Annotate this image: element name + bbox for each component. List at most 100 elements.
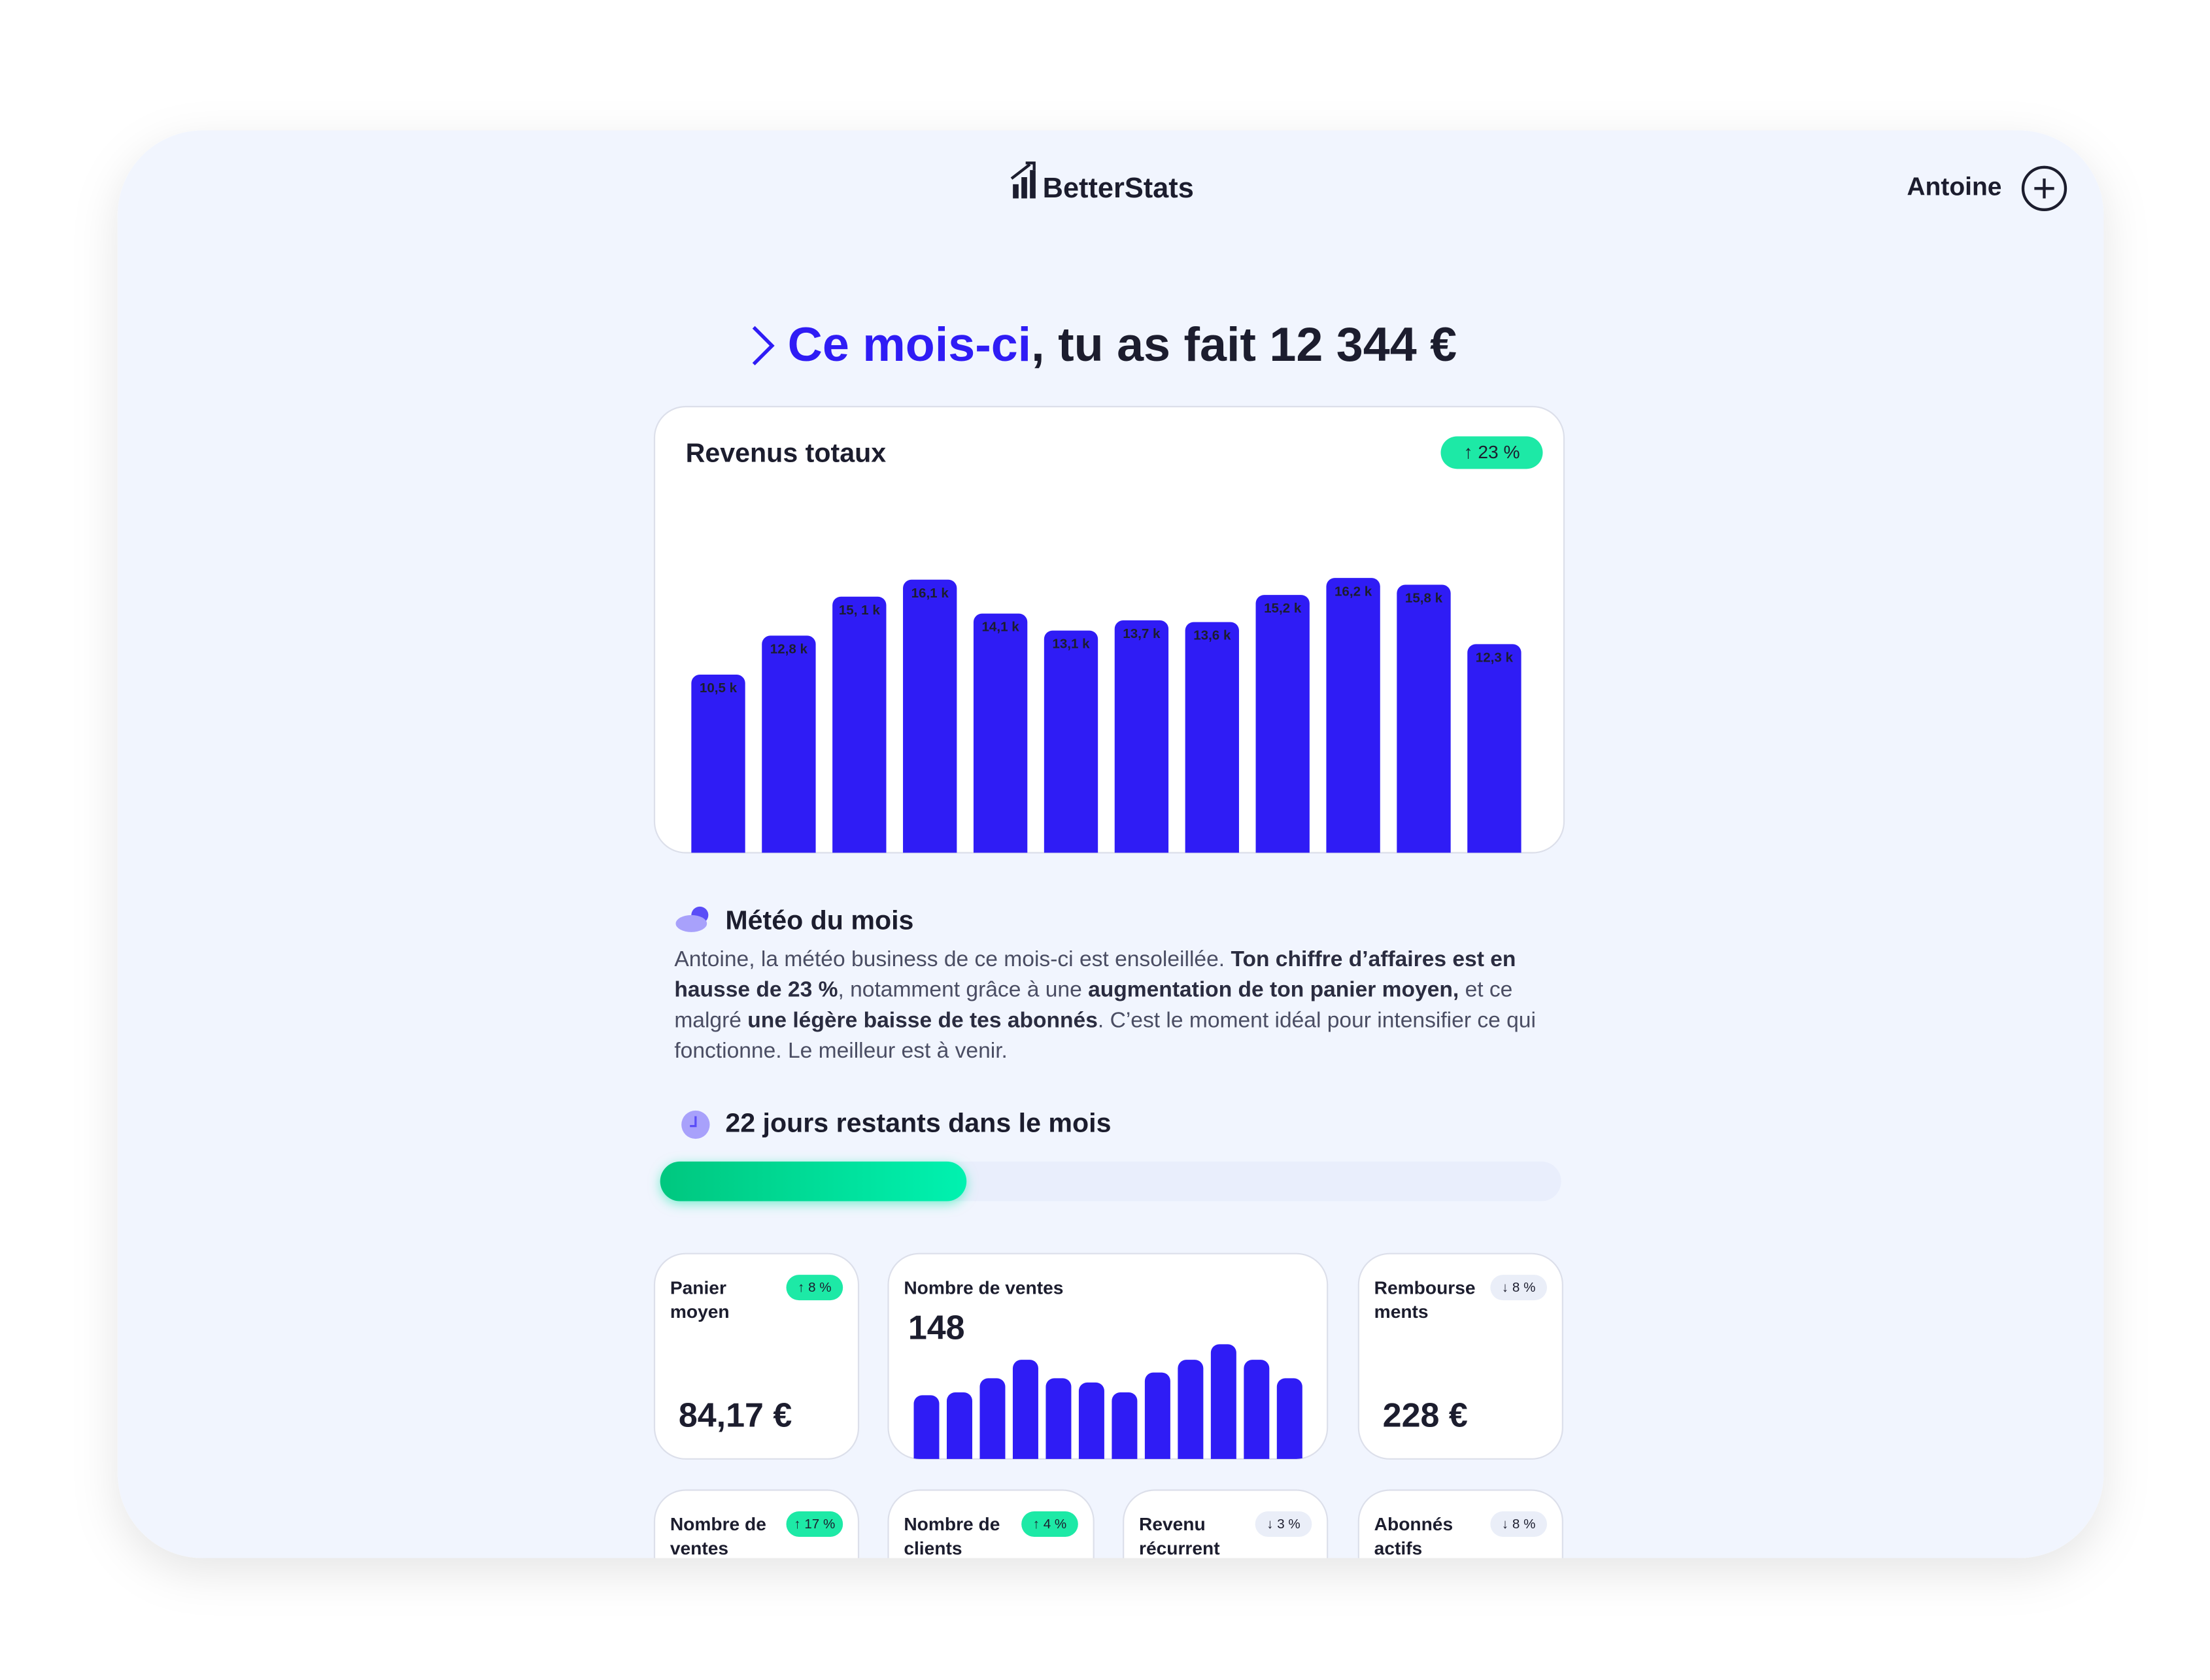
badge [1440, 436, 1543, 469]
badge-text: ↑ 23 % [1463, 442, 1520, 462]
bar-label: 16,2 k [1334, 584, 1372, 599]
bar [1185, 622, 1239, 853]
text: . C’est le moment idéal pour intensifier… [1098, 1008, 1536, 1032]
bar [1276, 1378, 1302, 1459]
kpi-card[interactable]: Panier moyen ↑ 8 % 84,17 € [653, 1252, 860, 1460]
bar [946, 1392, 972, 1459]
card-title: Revenus totaux [686, 438, 887, 468]
bar [1144, 1372, 1170, 1459]
bar-label: 14,1 k [981, 620, 1019, 635]
headline: Ce mois-ci, tu as fait 12 344 € [788, 318, 1457, 372]
bar [1397, 584, 1451, 853]
bar [913, 1395, 940, 1459]
kpi-card[interactable]: Rembourse ments ↓ 8 % 228 € [1357, 1252, 1563, 1460]
chevron [752, 326, 775, 365]
paragraph-line: fonctionne. Le meilleur est à venir. [674, 1039, 1008, 1063]
weather-icon [675, 906, 709, 932]
kpi-card[interactable]: Nombre de ventes ↑ 17 % [653, 1489, 860, 1646]
bar [1078, 1382, 1104, 1459]
kpi-label: Nombre de [904, 1514, 1000, 1534]
kpi-label: Abonnés [1374, 1514, 1453, 1534]
bar [979, 1378, 1006, 1459]
text: et ce [1459, 978, 1512, 1002]
bar [1044, 630, 1098, 853]
text: fonctionne. Le meilleur est à venir. [674, 1039, 1008, 1063]
text: Antoine, la météo business de ce mois-ci… [674, 947, 1231, 971]
kpi-label: Nombre de ventes [904, 1277, 1063, 1298]
days-label: 22 jours restants dans le mois [725, 1107, 1111, 1137]
bar-label: 12,3 k [1476, 650, 1514, 665]
paragraph-line: Antoine, la météo business de ce mois-ci… [674, 947, 1516, 971]
kpi-value: 228 € [1383, 1397, 1468, 1435]
add-button[interactable] [2021, 165, 2067, 211]
bar [1114, 620, 1169, 853]
bar-label: 13,7 k [1123, 626, 1161, 641]
bar [973, 613, 1028, 853]
paragraph-line: malgré une légère baisse de tes abonnés.… [674, 1008, 1536, 1032]
kpi-card-bg [653, 1252, 860, 1460]
kpi-badge [1490, 1275, 1547, 1301]
kpi-label: Panier [670, 1277, 726, 1298]
kpi-label: Rembourse [1374, 1277, 1476, 1298]
kpi-label: Revenu [1139, 1514, 1206, 1534]
kpi-badge [786, 1511, 843, 1537]
kpi-badge-text: ↑ 17 % [794, 1517, 835, 1532]
bold-text: une légère baisse de tes abonnés [747, 1008, 1098, 1032]
kpi-card[interactable]: Abonnés actifs ↓ 8 % [1357, 1489, 1563, 1646]
kpi-label: ments [1374, 1302, 1429, 1322]
bar [1255, 595, 1310, 853]
bold-text: hausse de 23 % [674, 978, 838, 1002]
kpi-label: ventes [670, 1538, 728, 1558]
bar-label: 15, 1 k [839, 603, 880, 618]
bar [1326, 578, 1380, 853]
bar [832, 596, 887, 853]
kpi-label: clients [904, 1538, 962, 1558]
kpi-badge-text: ↑ 4 % [1033, 1517, 1066, 1532]
section-title: Météo du mois [725, 905, 913, 935]
bar-label: 15,8 k [1405, 591, 1443, 606]
kpi-badge [1255, 1511, 1312, 1537]
logo-icon [1010, 161, 1036, 199]
kpi-badge [786, 1275, 843, 1301]
kpi-value: 148 [908, 1309, 965, 1347]
kpi-badge-text: ↓ 8 % [1502, 1517, 1535, 1532]
bold-text: augmentation de ton panier moyen, [1088, 978, 1459, 1002]
bar [691, 675, 745, 853]
weather-text: Antoine, la météo business de ce mois-ci… [674, 947, 1536, 1063]
bar [1012, 1360, 1038, 1459]
kpi-badge-text: ↑ 8 % [798, 1280, 831, 1295]
kpi-label: moyen [670, 1302, 730, 1322]
app: BetterStats Antoine Ce mois-ci, tu as fa… [653, 161, 2067, 1646]
bar [903, 579, 957, 853]
kpi-label: récurrent [1139, 1538, 1220, 1558]
kpi-label: actifs [1374, 1538, 1423, 1558]
revenue-bars: 10,5 k 12,8 k 15, 1 k 16,1 k 14,1 k 13,1 k 13,… [691, 578, 1522, 853]
progress-fill [660, 1161, 967, 1201]
kpi-card[interactable]: Revenu récurrent ↓ 3 % [1123, 1489, 1329, 1646]
kpi-grid: Panier moyen ↑ 8 % 84,17 € Nombre de ventes 1… [653, 1252, 1563, 1646]
bar [1210, 1344, 1236, 1459]
paragraph-line: hausse de 23 %, notamment grâce à une au… [674, 978, 1512, 1002]
headline-highlight: Ce mois-ci [788, 318, 1032, 372]
bar [1046, 1378, 1072, 1459]
bar [1178, 1360, 1204, 1459]
kpi-label: Nombre de [670, 1514, 766, 1534]
kpi-badge-text: ↓ 3 % [1266, 1517, 1300, 1532]
bar-label: 13,1 k [1052, 637, 1090, 652]
kpi-badge-text: ↓ 8 % [1502, 1280, 1535, 1295]
bar [1467, 644, 1522, 853]
kpi-card[interactable]: Nombre de ventes 148 [887, 1252, 1329, 1473]
text: malgré [674, 1008, 747, 1032]
user-name[interactable]: Antoine [1907, 173, 2001, 201]
text: , notamment grâce à une [838, 978, 1088, 1002]
bar [1244, 1360, 1270, 1459]
bar-label: 16,1 k [911, 586, 949, 601]
kpi-badge [1021, 1511, 1078, 1537]
kpi-card[interactable]: Nombre de clients ↑ 4 % [887, 1489, 1095, 1646]
kpi-card-bg [1357, 1252, 1563, 1460]
bold-text: Ton chiffre d’affaires est en [1231, 947, 1516, 971]
kpi-badge [1490, 1511, 1547, 1537]
kpi-value: 84,17 € [679, 1397, 792, 1435]
